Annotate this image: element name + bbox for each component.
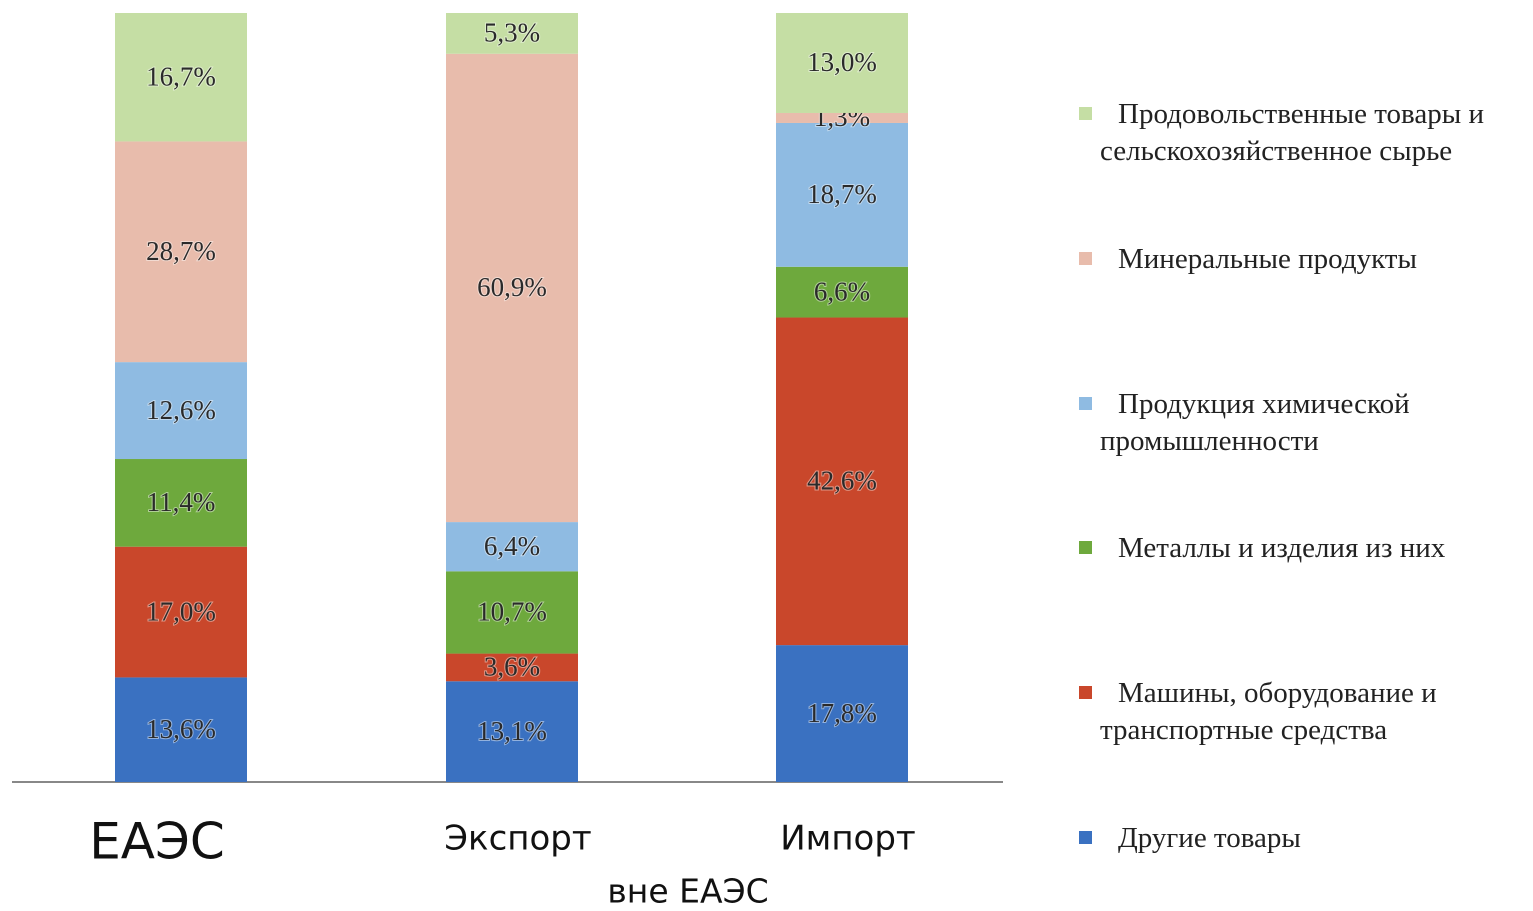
bar-segment — [776, 112, 908, 123]
legend-label: Металлы и изделия из них — [1118, 532, 1446, 564]
legend-label: Продовольственные товары и сельскохозяйс… — [1100, 98, 1484, 167]
bar-segment — [446, 681, 578, 782]
legend-swatch — [1079, 831, 1092, 844]
data-label: 13,0% — [807, 47, 877, 77]
legend-label: Минеральные продукты — [1118, 243, 1417, 275]
bar-segment — [776, 122, 908, 267]
bar-segment — [115, 459, 247, 547]
bar-segment — [776, 266, 908, 318]
data-label: 12,6% — [146, 395, 216, 425]
legend-swatch — [1079, 397, 1092, 410]
x-tick-label: Экспорт — [444, 819, 591, 859]
data-label: 11,4% — [147, 487, 216, 517]
legend-label: Продукция химической промышленности — [1100, 388, 1410, 457]
bar-segment — [115, 362, 247, 460]
data-label: 3,6% — [484, 652, 540, 682]
bar-segment — [115, 546, 247, 678]
data-label: 17,0% — [146, 596, 216, 626]
data-label: 60,9% — [477, 272, 547, 302]
bar-segment — [776, 317, 908, 646]
legend-label: Другие товары — [1118, 822, 1301, 854]
data-label: 28,7% — [146, 236, 216, 266]
bar-segment — [115, 13, 247, 142]
data-label: 6,4% — [484, 531, 540, 561]
x-tick-label: Импорт — [780, 819, 916, 859]
bar-segment — [776, 645, 908, 782]
bar-segment — [446, 522, 578, 572]
data-label: 6,6% — [814, 276, 870, 306]
data-label: 17,8% — [807, 698, 877, 728]
legend-swatch — [1079, 252, 1092, 265]
legend-swatch — [1079, 107, 1092, 120]
data-label: 10,7% — [477, 597, 547, 627]
x-tick-label: ЕАЭС — [89, 813, 225, 871]
data-label: 42,6% — [807, 466, 877, 496]
bar-segment — [446, 13, 578, 54]
data-label: 5,3% — [484, 18, 540, 48]
legend-swatch — [1079, 686, 1092, 699]
data-label: 16,7% — [146, 61, 216, 91]
bar-segment — [115, 141, 247, 363]
bar-segment — [446, 571, 578, 654]
legend-label: Машины, оборудование и транспортные сред… — [1100, 677, 1437, 746]
bar-segment — [776, 13, 908, 113]
data-label: 18,7% — [807, 179, 877, 209]
data-label: 13,1% — [477, 716, 547, 746]
data-label: 13,6% — [146, 714, 216, 744]
bar-segment — [115, 677, 247, 782]
bar-segment — [446, 653, 578, 682]
bar-segment — [446, 53, 578, 523]
annotation: вне ЕАЭС — [607, 872, 768, 911]
legend-swatch — [1079, 541, 1092, 554]
